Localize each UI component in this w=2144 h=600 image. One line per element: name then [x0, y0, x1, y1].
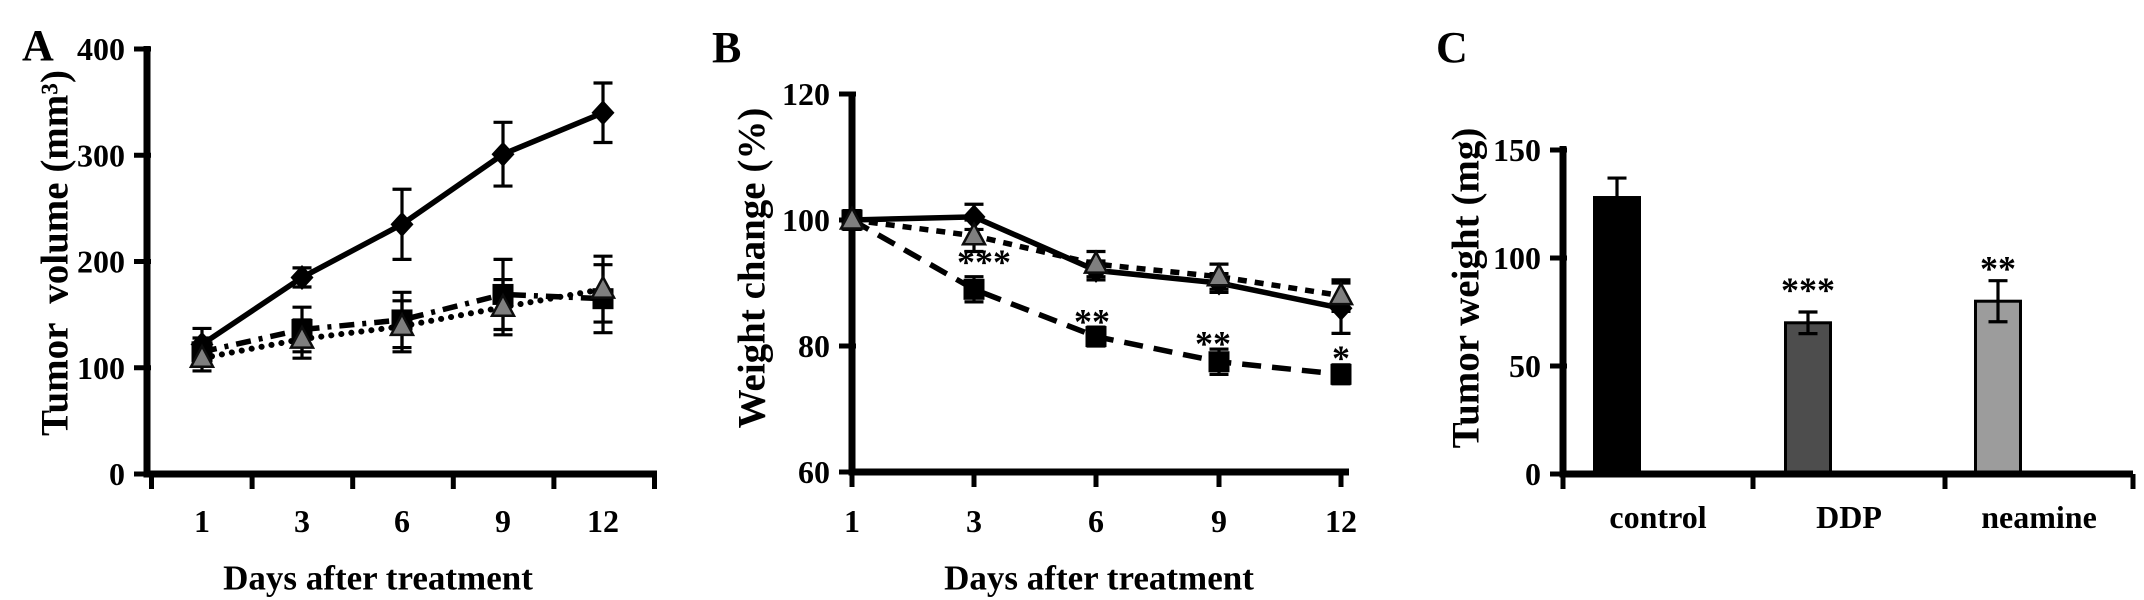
panel-b-significance-annotation: **: [1195, 324, 1231, 364]
panel-b-significance-annotation: **: [1074, 302, 1110, 342]
panel-label-a: A: [22, 21, 54, 70]
panel-c-x-category-label: DDP: [1816, 499, 1882, 535]
panel-a-y-tick-label: 100: [77, 350, 125, 386]
panel-b-series-DDP-marker: [963, 278, 985, 300]
panel-b-series-neamine-marker: [1327, 280, 1355, 306]
panel-a-x-axis-title: Days after treatment: [223, 558, 533, 598]
panel-c-y-tick-label: 0: [1525, 456, 1541, 492]
panel-label-c: C: [1436, 23, 1468, 72]
panel-c-y-tick-label: 150: [1493, 132, 1541, 168]
panel-a-y-tick-label: 400: [77, 31, 125, 67]
panel-b-x-axis-title: Days after treatment: [944, 558, 1254, 598]
panel-b-axes: [848, 92, 1349, 476]
panel-b-series-neamine-marker: [960, 221, 988, 246]
panel-c-x-category-label: neamine: [1981, 499, 2097, 535]
panel-b-x-category-label: 3: [966, 503, 982, 539]
panel-b-x-category-label: 9: [1211, 503, 1227, 539]
panel-c-bar-control: [1593, 196, 1641, 476]
panel-a-x-category-label: 3: [294, 503, 310, 539]
panel-b-series-neamine-marker: [838, 205, 866, 230]
panel-b-significance-annotation: *: [1332, 338, 1350, 378]
panel-label-b: B: [712, 23, 742, 72]
panel-b-series-DDP-marker: [1208, 351, 1230, 373]
panel-a-series-DDP-line: [201, 291, 604, 355]
panel-a-series-control-marker: [290, 264, 314, 290]
panel-b-y-axis-title: Weight change (%): [730, 107, 774, 429]
panel-c-y-tick-label: 50: [1509, 348, 1541, 384]
panel-b-series-DDP-line: [850, 217, 1342, 378]
panel-a-series-control-marker: [591, 100, 615, 126]
panel-b-series-neamine-line: [851, 217, 1342, 299]
panel-b-y-tick-label: 100: [782, 202, 830, 238]
panel-c-x-category-label: control: [1609, 499, 1706, 535]
panel-a-y-axis-title: Tumor volume (mm³): [33, 70, 77, 436]
panel-b-series-control-marker: [962, 204, 986, 230]
panel-b-series-DDP-marker: [1085, 326, 1107, 348]
panel-c-significance-annotation: **: [1980, 248, 2016, 288]
panel-a-series-neamine-marker: [388, 311, 416, 337]
panel-b-y-tick-label: 80: [798, 328, 830, 364]
panel-a-series-control-marker: [390, 211, 414, 237]
panel-b-y-tick-label: 60: [798, 454, 830, 490]
panel-c-bar-neamine: [1974, 299, 2022, 476]
panel-b-series-neamine-marker: [1205, 262, 1233, 287]
panel-a-series-neamine-marker: [188, 343, 216, 368]
panel-a-series-neamine-marker: [589, 274, 617, 299]
panel-a-series-neamine-marker: [489, 292, 517, 317]
panel-b-x-category-label: 12: [1325, 503, 1357, 539]
panel-b-x-category-label: 1: [844, 503, 860, 539]
panel-a-x-category-label: 6: [394, 503, 410, 539]
panel-c-bar-DDP: [1784, 321, 1832, 476]
panel-c-significance-annotation: ***: [1781, 270, 1835, 310]
panel-a-y-tick-label: 0: [109, 456, 125, 492]
panel-a-x-category-label: 9: [495, 503, 511, 539]
panel-a-x-category-label: 1: [194, 503, 210, 539]
panel-a-x-category-label: 12: [587, 503, 619, 539]
panel-b-y-tick-label: 120: [782, 76, 830, 112]
panel-a-series-neamine-marker: [288, 324, 316, 349]
panel-c-y-axis-title: Tumor weight (mg): [1444, 127, 1488, 449]
panel-c-axes: [1559, 146, 2133, 478]
panel-a-y-tick-label: 300: [77, 137, 125, 173]
panel-b-significance-annotation: ***: [957, 242, 1011, 282]
panel-a-series-control-marker: [491, 141, 515, 167]
panel-b-series-neamine-marker: [1082, 249, 1110, 274]
panel-a-y-tick-label: 200: [77, 244, 125, 280]
panel-b-series-DDP-marker: [1330, 363, 1352, 385]
panel-c-y-tick-label: 100: [1493, 240, 1541, 276]
panel-b-x-category-label: 6: [1088, 503, 1104, 539]
